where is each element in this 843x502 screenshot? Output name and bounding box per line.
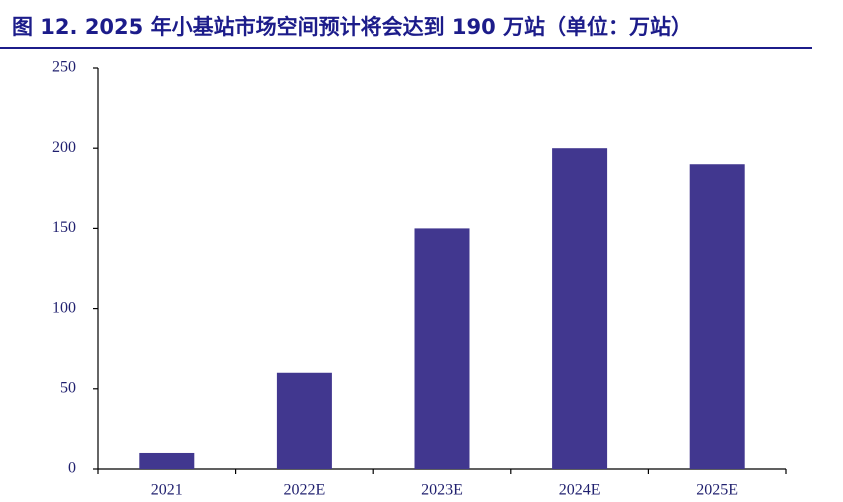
y-tick-label: 100 [52,299,76,316]
y-tick-label: 50 [60,379,76,396]
bar [552,148,608,469]
x-tick-label: 2025E [696,482,738,499]
x-tick-label: 2024E [559,482,601,499]
x-tick-label: 2023E [421,482,463,499]
y-tick-label: 150 [52,219,76,236]
bar [414,228,470,469]
y-tick-label: 0 [68,460,76,477]
bar [689,164,745,470]
x-tick-label: 2021 [151,482,183,499]
y-tick-label: 200 [52,139,76,156]
x-tick-label: 2022E [284,482,326,499]
bar [276,372,332,469]
y-tick-label: 250 [52,59,76,76]
bar [139,452,195,469]
chart-title: 图 12. 2025 年小基站市场空间预计将会达到 190 万站（单位：万站） [12,15,692,39]
